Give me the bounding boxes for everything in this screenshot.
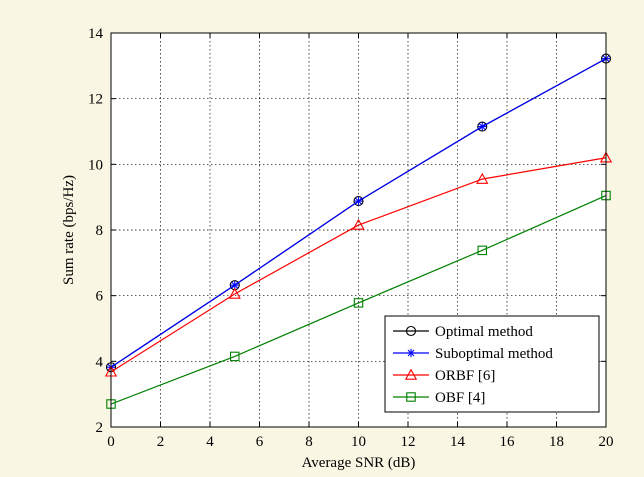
y-tick-label: 4 <box>96 354 104 370</box>
x-tick-label: 10 <box>351 434 366 450</box>
legend-item: ORBF [6] <box>393 368 495 384</box>
x-axis-label: Average SNR (dB) <box>302 455 416 471</box>
legend-item: OBF [4] <box>393 390 485 406</box>
legend-marker-circle <box>405 325 417 337</box>
legend-label: Suboptimal method <box>435 346 553 362</box>
y-tick-label: 10 <box>88 157 103 173</box>
y-tick-label: 8 <box>96 223 104 239</box>
x-tick-label: 8 <box>305 434 313 450</box>
x-tick-label: 6 <box>256 434 264 450</box>
legend-label: ORBF [6] <box>435 368 495 384</box>
data-point-circle <box>353 196 364 207</box>
data-point-circle <box>477 121 488 132</box>
x-tick-label: 0 <box>107 434 115 450</box>
legend-marker-triangle <box>404 368 418 380</box>
legend: Optimal method Suboptimal method ORBF [6] O… <box>384 315 600 413</box>
legend-box <box>384 315 600 413</box>
data-point-square <box>230 351 240 362</box>
axes <box>110 32 607 428</box>
y-tick-label: 14 <box>88 26 104 42</box>
legend-marker-square <box>406 392 416 402</box>
y-axis-label: Sum rate (bps/Hz) <box>61 175 77 285</box>
x-tick-label: 20 <box>599 434 614 450</box>
series-line-triangle <box>110 157 607 373</box>
data-point-star <box>478 122 487 131</box>
legend-label: OBF [4] <box>435 390 485 406</box>
y-tick-label: 2 <box>96 420 104 436</box>
x-tick-label: 14 <box>450 434 466 450</box>
legend-marker-star <box>406 348 416 358</box>
data-point-square <box>477 245 487 256</box>
x-tick-label: 4 <box>206 434 214 450</box>
data-point-square <box>353 298 364 308</box>
y-tick-label: 12 <box>88 92 103 108</box>
x-tick-label: 16 <box>500 434 516 450</box>
data-point-triangle <box>352 218 365 230</box>
x-tick-label: 12 <box>401 434 416 450</box>
x-tick-label: 18 <box>549 434 564 450</box>
series-line-square <box>110 194 607 405</box>
legend-label: Optimal method <box>435 324 533 340</box>
data-point-star <box>354 196 363 206</box>
x-tick-label: 2 <box>157 434 165 450</box>
data-point-triangle <box>476 172 489 184</box>
legend-item: Optimal method <box>393 324 533 340</box>
data-point-triangle <box>228 287 241 299</box>
legend-item: Suboptimal method <box>393 346 553 362</box>
y-tick-label: 6 <box>96 289 104 305</box>
